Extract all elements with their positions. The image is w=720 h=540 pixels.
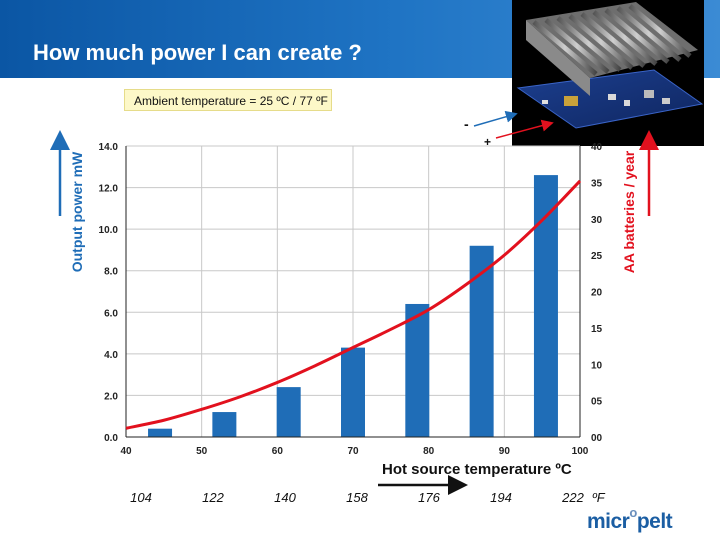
minus-sign: -	[464, 116, 469, 132]
x-tick-label: 60	[272, 446, 284, 457]
curve-series	[125, 179, 582, 430]
power-bar	[533, 175, 558, 437]
y-tick-label: 4.0	[104, 350, 118, 361]
slide-title: How much power I can create ?	[33, 40, 362, 65]
y2-tick-label: 05	[591, 397, 603, 408]
x-tick-label: 80	[423, 446, 435, 457]
y2-tick-label: 25	[591, 251, 603, 262]
logo-degree-mark: o	[629, 505, 637, 520]
x-tick-label: 100	[572, 446, 589, 457]
logo-text-start: micr	[587, 510, 630, 533]
x-axis-label: Hot source temperature ºC	[382, 461, 572, 478]
y2-tick-label: 30	[591, 215, 603, 226]
y-axis-label-right: AA batteries / year	[621, 150, 637, 274]
x-tick-label: 40	[120, 446, 132, 457]
y-tick-label: 14.0	[99, 142, 119, 153]
power-bar	[148, 428, 173, 437]
y2-tick-label: 00	[591, 433, 603, 444]
x-tick-label: 70	[347, 446, 359, 457]
aa-batteries-curve	[125, 179, 582, 430]
ambient-temperature-note: Ambient temperature = 25 ºC / 77 ºF	[124, 89, 332, 111]
logo-text-end: pelt	[636, 510, 673, 533]
x-tick-label: 90	[499, 446, 511, 457]
fahrenheit-tick-label: 158	[346, 490, 368, 505]
positive-lead-arrow	[495, 119, 554, 139]
fahrenheit-tick-label: 122	[202, 490, 224, 505]
tick-labels: 0.0 2.0 4.0 6.0 8.0 10.0 12.0 14.0 00 05 10 15 20 25 3…	[99, 142, 606, 505]
y2-tick-label: 15	[591, 324, 603, 335]
y-tick-label: 12.0	[99, 184, 119, 195]
y2-tick-label: 35	[591, 178, 603, 189]
y-tick-label: 6.0	[104, 308, 118, 319]
power-bar	[341, 347, 365, 437]
y2-tick-label: 10	[591, 360, 603, 371]
plus-sign: +	[484, 135, 491, 149]
fahrenheit-unit-label: ºF	[592, 490, 606, 505]
power-bar	[405, 303, 430, 437]
micropelt-logo: micropelt	[587, 505, 673, 534]
y-tick-label: 10.0	[99, 225, 119, 236]
fahrenheit-tick-label: 104	[130, 490, 152, 505]
y-tick-label: 0.0	[104, 433, 118, 444]
y-tick-label: 8.0	[104, 267, 118, 278]
fahrenheit-tick-label: 194	[490, 490, 512, 505]
y2-tick-label: 40	[591, 142, 603, 153]
y-axis-label-left: Output power mW	[69, 151, 85, 273]
y-tick-label: 2.0	[104, 391, 118, 402]
x-tick-label: 50	[196, 446, 208, 457]
fahrenheit-tick-label: 140	[274, 490, 296, 505]
power-bar	[212, 412, 237, 437]
power-bar	[276, 387, 301, 437]
y2-tick-label: 20	[591, 288, 603, 299]
negative-lead-arrow	[473, 110, 518, 127]
fahrenheit-tick-label: 222	[561, 490, 584, 505]
chart-axes	[125, 146, 581, 438]
fahrenheit-tick-label: 176	[418, 490, 440, 505]
